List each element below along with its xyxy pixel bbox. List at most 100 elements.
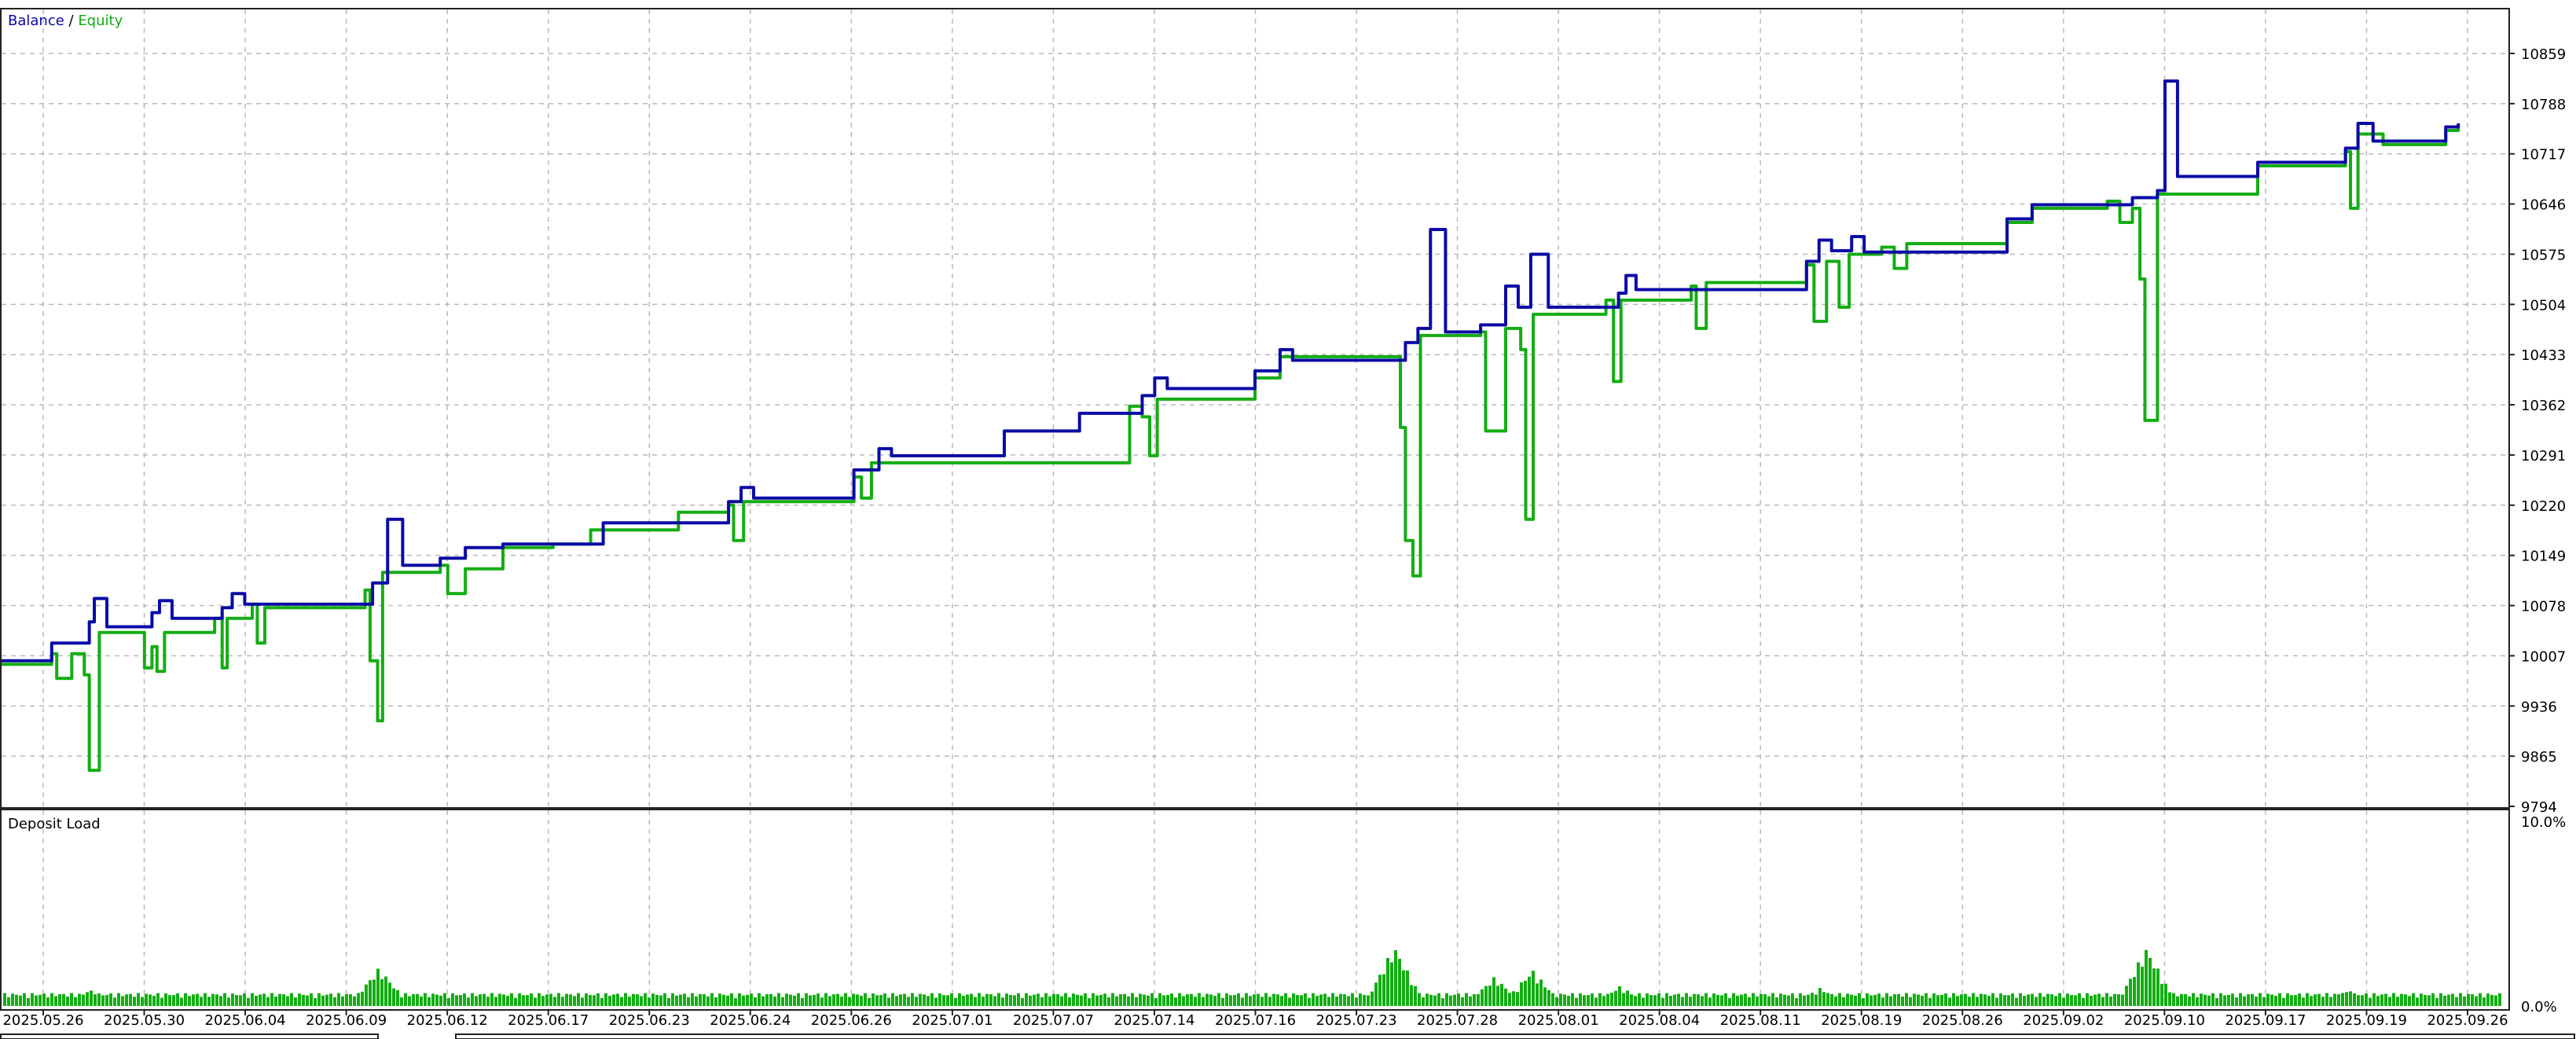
deposit-load-bar — [703, 993, 706, 1006]
deposit-load-bar — [1488, 986, 1492, 1006]
deposit-load-bar — [278, 993, 281, 1006]
deposit-load-bar — [27, 998, 30, 1006]
deposit-load-bar — [357, 993, 360, 1006]
deposit-load-bar — [648, 997, 651, 1006]
deposit-load-bar — [726, 995, 729, 1006]
deposit-load-bar — [152, 996, 156, 1006]
deposit-load-bar — [718, 993, 721, 1006]
deposit-load-bar — [1567, 996, 1570, 1006]
deposit-load-bar — [2369, 997, 2372, 1006]
deposit-load-bar — [950, 993, 953, 1006]
deposit-load-bar — [50, 993, 53, 1006]
deposit-load-bar — [683, 993, 686, 1006]
deposit-load-bar — [2204, 994, 2207, 1006]
deposit-load-bar — [317, 993, 321, 1006]
deposit-load-bar — [1500, 983, 1503, 1006]
deposit-load-bar — [1704, 993, 1708, 1006]
deposit-load-bar — [573, 996, 576, 1006]
deposit-load-bar — [538, 993, 541, 1006]
deposit-load-bar — [408, 996, 411, 1006]
deposit-load-bar — [1056, 993, 1059, 1006]
deposit-load-bar — [282, 994, 285, 1006]
deposit-load-bar — [251, 993, 254, 1006]
deposit-load-bar — [259, 994, 262, 1006]
x-tick-label: 2025.06.09 — [306, 1012, 387, 1029]
deposit-load-bar — [31, 993, 34, 1006]
deposit-load-bar — [1972, 993, 1975, 1006]
main-y-tick-label: 9865 — [2521, 749, 2557, 765]
deposit-load-bar — [891, 993, 894, 1006]
deposit-load-bar — [1504, 988, 1507, 1006]
deposit-load-bar — [1520, 982, 1523, 1006]
deposit-load-bar — [1932, 993, 1936, 1006]
deposit-load-bar — [302, 994, 305, 1006]
deposit-load-bar — [1135, 997, 1138, 1006]
deposit-load-bar — [294, 997, 297, 1006]
deposit-load-bar — [706, 996, 710, 1006]
deposit-load-bar — [1716, 994, 1719, 1006]
deposit-load-bar — [1622, 993, 1625, 1006]
deposit-load-bar — [321, 995, 325, 1006]
deposit-load-bar — [90, 990, 93, 1006]
deposit-load-bar — [2227, 994, 2230, 1006]
deposit-load-bar — [805, 993, 808, 1006]
deposit-load-bar — [710, 993, 714, 1006]
deposit-load-bar — [2333, 993, 2336, 1006]
deposit-load-bar — [2019, 993, 2022, 1006]
deposit-load-bar — [1001, 997, 1004, 1006]
deposit-load-bar — [1461, 997, 1464, 1006]
deposit-load-bar — [1374, 982, 1378, 1006]
deposit-load-bar — [809, 995, 812, 1006]
deposit-load-bar — [1060, 996, 1063, 1006]
deposit-load-bar — [577, 993, 580, 1006]
main-y-tick-label: 10859 — [2521, 46, 2566, 63]
deposit-load-bar — [1343, 994, 1346, 1006]
deposit-load-bar — [1591, 993, 1594, 1006]
deposit-load-bar — [435, 994, 439, 1006]
deposit-load-bar — [86, 992, 89, 1006]
deposit-load-bar — [2200, 993, 2203, 1006]
deposit-load-bar — [1775, 997, 1778, 1006]
deposit-load-bar — [1917, 994, 1920, 1006]
deposit-load-bar — [761, 996, 765, 1006]
deposit-load-bar — [1587, 995, 1590, 1006]
deposit-load-bar — [2349, 991, 2352, 1006]
deposit-load-bar — [1064, 993, 1067, 1006]
deposit-load-bar — [1610, 993, 1613, 1006]
deposit-load-bar — [1649, 995, 1653, 1006]
deposit-load-bar — [923, 994, 926, 1006]
main-y-tick-label: 10717 — [2521, 147, 2566, 163]
deposit-load-bar — [1555, 997, 1558, 1006]
deposit-y-tick-label: 0.0% — [2521, 999, 2557, 1015]
deposit-load-bar — [1862, 997, 1865, 1006]
deposit-load-bar — [1300, 995, 1303, 1006]
main-y-tick-label: 10433 — [2521, 347, 2566, 364]
panel-tab-left[interactable] — [0, 1033, 379, 1039]
x-tick-label: 2025.06.17 — [508, 1012, 589, 1029]
deposit-load-bar — [1496, 986, 1499, 1006]
deposit-load-bar — [879, 995, 883, 1006]
deposit-load-bar — [970, 993, 973, 1006]
deposit-load-bar — [2412, 993, 2415, 1006]
deposit-load-bar — [911, 993, 914, 1006]
deposit-load-bar — [2317, 993, 2321, 1006]
deposit-load-bar — [1131, 993, 1134, 1006]
deposit-load-bar — [1952, 993, 1955, 1006]
deposit-load-bar — [1209, 994, 1213, 1006]
deposit-load-bar — [1190, 993, 1193, 1006]
deposit-load-bar — [1272, 993, 1275, 1006]
main-y-tick-label: 10504 — [2521, 297, 2566, 314]
deposit-load-bar — [388, 982, 391, 1006]
deposit-load-bar — [1559, 993, 1562, 1006]
panel-tab-right[interactable] — [455, 1033, 2575, 1039]
deposit-load-bar — [2129, 978, 2132, 1006]
deposit-load-bar — [600, 997, 604, 1006]
deposit-load-bar — [663, 993, 666, 1006]
x-tick-label: 2025.06.26 — [811, 1012, 892, 1029]
deposit-load-bar — [620, 997, 623, 1006]
deposit-load-bar — [1614, 990, 1617, 1006]
deposit-load-bar — [1021, 997, 1024, 1006]
deposit-load-bar — [1563, 994, 1566, 1006]
deposit-load-bar — [2306, 993, 2309, 1006]
deposit-load-bar — [789, 994, 792, 1006]
